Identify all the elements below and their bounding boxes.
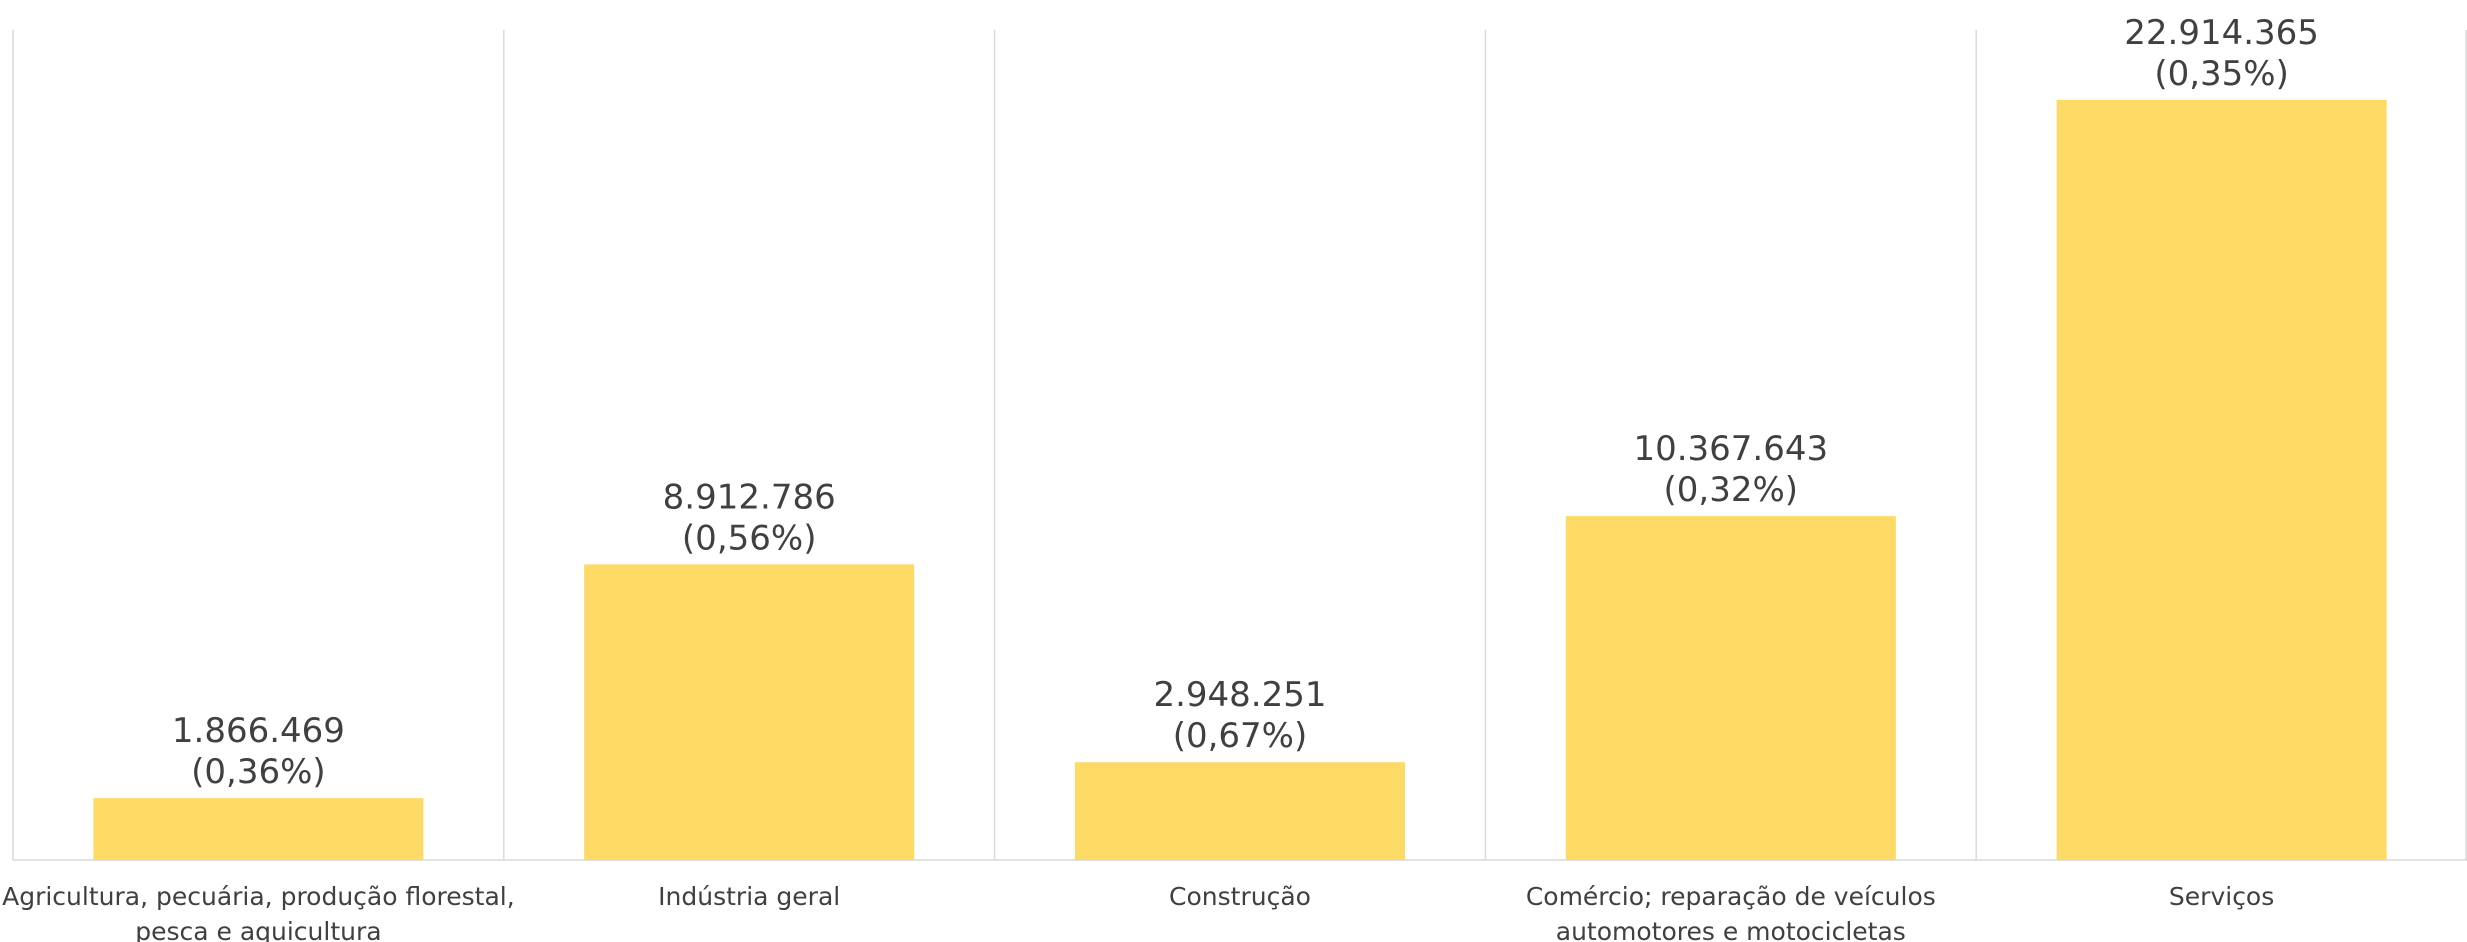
category-label: Indústria geral: [658, 882, 840, 911]
bar: [1565, 516, 1896, 860]
category-label: pesca e aquicultura: [135, 917, 381, 942]
bar: [584, 564, 915, 860]
category-label: Comércio; reparação de veículos: [1526, 882, 1936, 911]
labels-layer: 1.866.469(0,36%) 8.912.786(0,56%) 2.948.25…: [172, 13, 2319, 792]
category-label: automotores e motocicletas: [1556, 917, 1906, 942]
data-label-value: 1.866.469: [172, 711, 345, 751]
bar: [93, 798, 424, 860]
bar: [1075, 762, 1405, 860]
data-label-percent: (0,56%): [682, 518, 817, 558]
data-label-percent: (0,67%): [1173, 716, 1308, 756]
category-labels-layer: Agricultura, pecuária, produção floresta…: [2, 882, 2274, 942]
data-label-value: 2.948.251: [1153, 675, 1326, 715]
data-label-percent: (0,32%): [1664, 470, 1799, 510]
category-label: Agricultura, pecuária, produção floresta…: [2, 882, 515, 911]
bars-layer: [93, 100, 2387, 860]
data-label-value: 10.367.643: [1633, 429, 1828, 469]
data-label-percent: (0,36%): [191, 752, 326, 792]
bar: [2056, 100, 2387, 860]
category-label: Construção: [1169, 882, 1311, 911]
data-label-value: 8.912.786: [663, 477, 836, 517]
data-label-percent: (0,35%): [2154, 54, 2289, 94]
data-label-value: 22.914.365: [2124, 13, 2319, 53]
category-label: Serviços: [2169, 882, 2274, 911]
